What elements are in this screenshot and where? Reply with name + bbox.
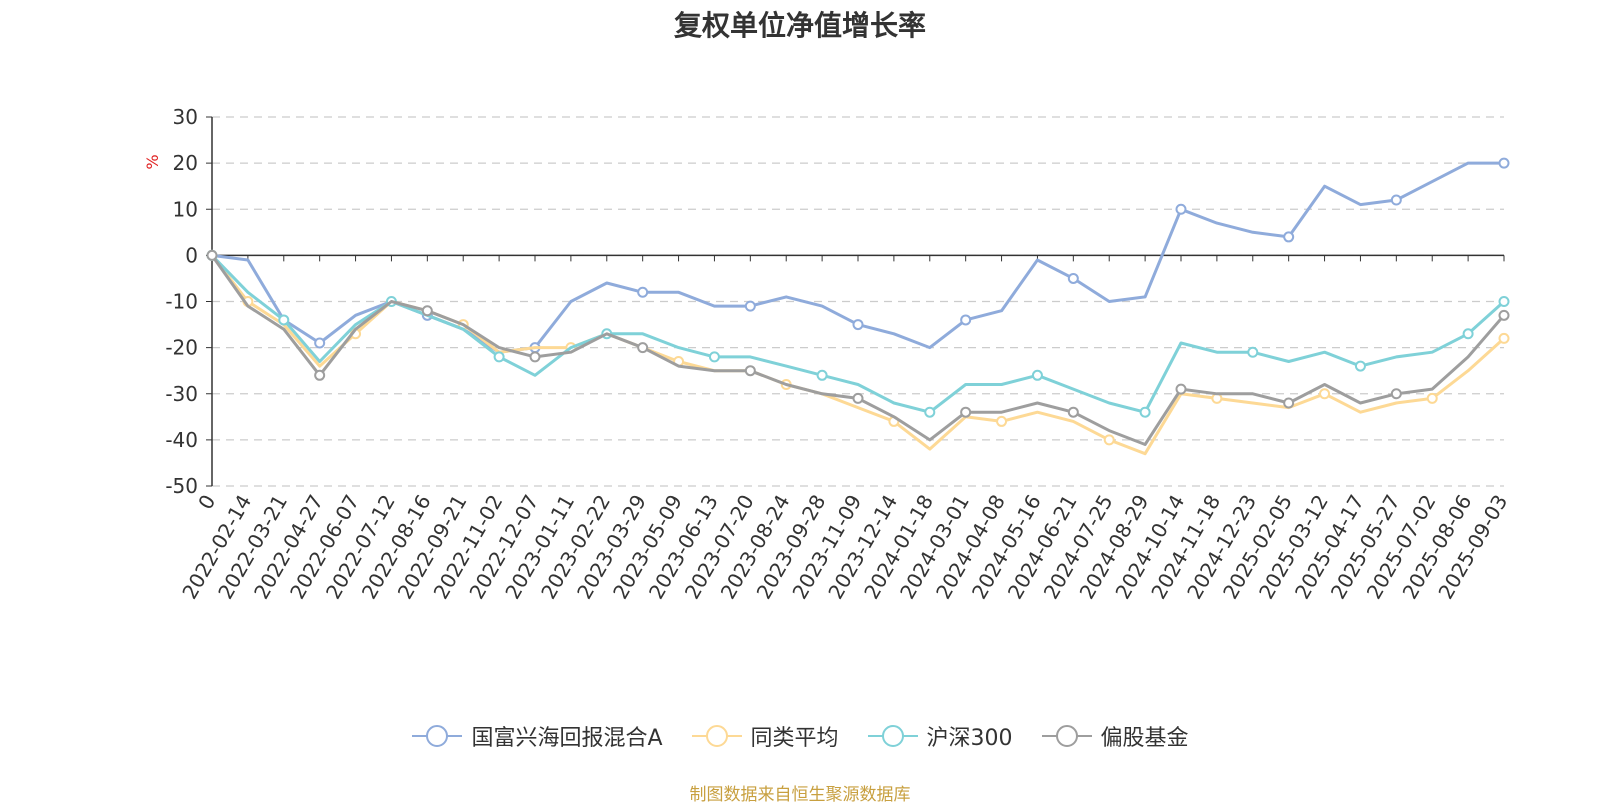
legend-label: 同类平均 — [750, 726, 839, 751]
data-point — [314, 369, 326, 381]
y-axis-label: % — [143, 154, 162, 169]
data-point — [1498, 309, 1510, 321]
data-point — [1498, 332, 1510, 344]
grid-lines — [212, 116, 1504, 487]
data-point — [206, 249, 218, 261]
series-line — [210, 253, 1506, 446]
legend: 国富兴海回报混合A 同类平均 沪深300 偏股基金 — [0, 720, 1600, 752]
data-point — [529, 351, 541, 363]
data-point — [816, 369, 828, 381]
y-tick-label: -20 — [165, 336, 198, 360]
y-tick-label: -10 — [165, 290, 198, 314]
data-point — [1175, 203, 1187, 215]
data-point — [314, 337, 326, 349]
data-point — [1139, 406, 1151, 418]
y-tick-label: -30 — [165, 382, 198, 406]
legend-item[interactable]: 国富兴海回报混合A — [411, 720, 663, 752]
legend-item[interactable]: 沪深300 — [867, 720, 1013, 752]
data-point — [852, 392, 864, 404]
data-point — [493, 351, 505, 363]
series-lines — [206, 157, 1510, 456]
data-point — [1462, 328, 1474, 340]
legend-label: 沪深300 — [926, 726, 1013, 751]
data-point — [960, 406, 972, 418]
y-tick-label: -50 — [165, 474, 198, 498]
data-point — [637, 342, 649, 354]
data-point — [960, 314, 972, 326]
data-point — [1067, 272, 1079, 284]
y-tick-label: 0 — [185, 243, 198, 267]
data-point — [1283, 397, 1295, 409]
data-point — [421, 305, 433, 317]
line-chart: 3020100-10-20-30-40-5002022-02-142022-03… — [143, 105, 1512, 603]
y-tick-label: 30 — [173, 105, 198, 129]
source-note: 制图数据来自恒生聚源数据库 — [689, 785, 911, 805]
y-tick-label: 10 — [173, 197, 198, 221]
data-point — [1103, 434, 1115, 446]
data-point — [996, 415, 1008, 427]
chart-title: 复权单位净值增长率 — [673, 9, 926, 42]
data-point — [1390, 194, 1402, 206]
data-point — [744, 365, 756, 377]
data-point — [278, 314, 290, 326]
y-tick-label: -40 — [165, 428, 198, 452]
data-point — [744, 300, 756, 312]
legend-item[interactable]: 同类平均 — [691, 720, 839, 752]
data-point — [852, 319, 864, 331]
data-point — [1283, 231, 1295, 243]
y-tick-label: 20 — [173, 151, 198, 175]
x-tick-label: 0 — [193, 491, 220, 514]
data-point — [1426, 392, 1438, 404]
data-point — [1498, 157, 1510, 169]
legend-symbol — [412, 725, 463, 747]
legend-label: 国富兴海回报混合A — [471, 726, 663, 751]
data-point — [1031, 369, 1043, 381]
legend-item[interactable]: 偏股基金 — [1041, 720, 1189, 752]
data-point — [708, 351, 720, 363]
data-point — [1498, 296, 1510, 307]
legend-symbol — [691, 725, 742, 747]
data-point — [1247, 346, 1259, 358]
data-point — [1390, 388, 1402, 400]
legend-symbol — [1041, 725, 1092, 747]
axes: 3020100-10-20-30-40-5002022-02-142022-03… — [165, 105, 1512, 603]
legend-label: 偏股基金 — [1100, 726, 1189, 751]
data-point — [1175, 383, 1187, 395]
data-point — [637, 286, 649, 298]
data-point — [1354, 360, 1366, 372]
data-point — [1067, 406, 1079, 418]
legend-symbol — [867, 725, 918, 747]
data-point — [924, 406, 936, 418]
data-point — [1319, 388, 1331, 400]
series-line — [210, 253, 1506, 414]
